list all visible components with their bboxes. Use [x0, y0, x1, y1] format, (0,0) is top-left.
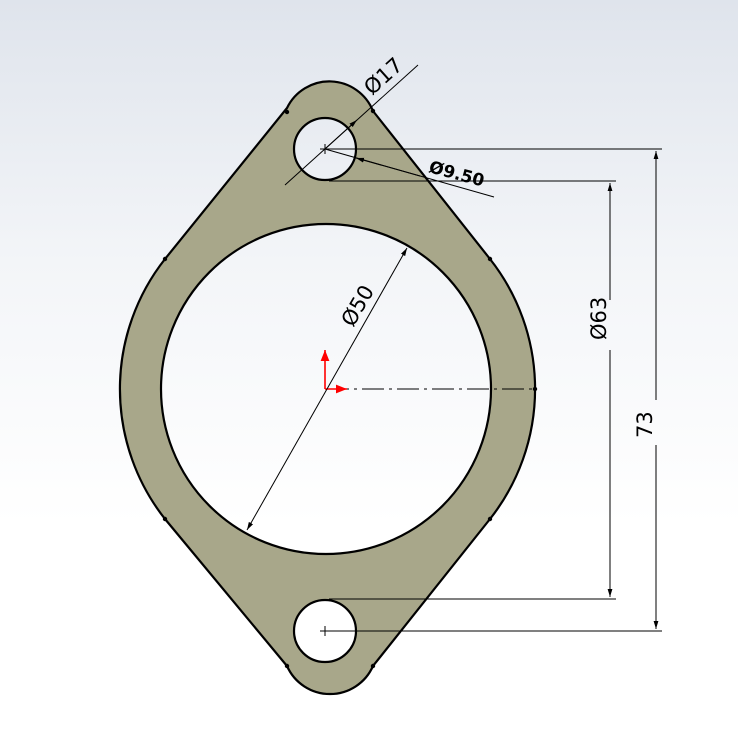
sketch-point [487, 256, 493, 262]
sketch-point [370, 108, 376, 114]
sketch-point [162, 256, 168, 262]
sketch-point [532, 386, 538, 392]
sketch-point [284, 109, 290, 115]
sketch-point [370, 663, 376, 669]
dimension-overall-spacing[interactable]: 73 [325, 148, 662, 632]
dimension-bolt-circle[interactable]: Ø63 [329, 180, 616, 600]
sketch-point [284, 663, 290, 669]
sketch-point [487, 516, 493, 522]
sketch-point [162, 516, 168, 522]
dimension-label: Ø17 [359, 53, 407, 100]
sketch-points [162, 108, 538, 669]
origin-axes-icon [320, 350, 347, 394]
dimension-label: 73 [633, 411, 657, 438]
dimension-label: Ø63 [587, 297, 611, 340]
dimension-label: Ø50 [337, 281, 379, 330]
